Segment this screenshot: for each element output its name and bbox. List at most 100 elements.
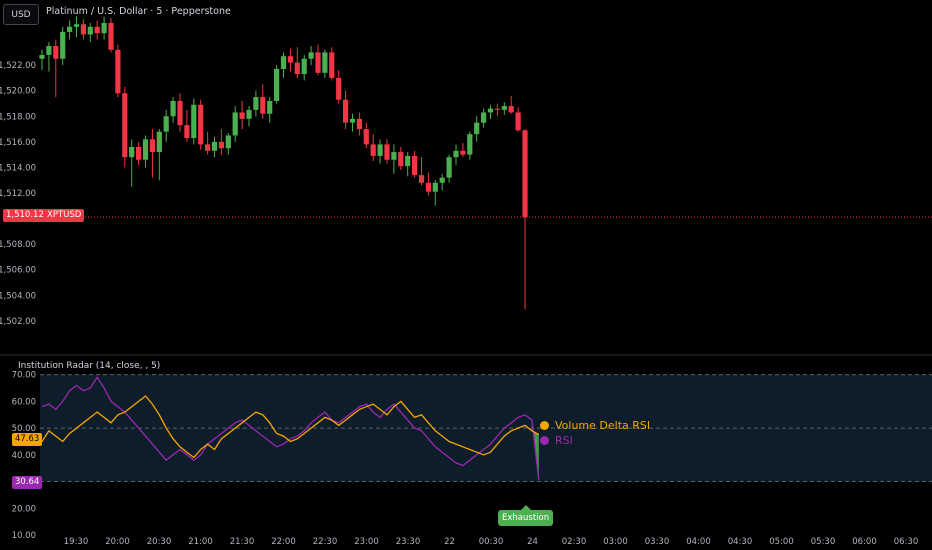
time-tick-label: 20:00 bbox=[105, 537, 130, 547]
candle bbox=[239, 100, 245, 130]
candle-body bbox=[218, 141, 224, 149]
candle bbox=[508, 95, 514, 114]
candle-body bbox=[142, 139, 149, 160]
candle-body bbox=[205, 144, 211, 151]
candle-body bbox=[260, 97, 266, 114]
time-tick-label: 23:30 bbox=[396, 537, 421, 547]
candle-body bbox=[39, 54, 45, 59]
candle bbox=[474, 116, 480, 142]
price-tick-label: 1,516.00 bbox=[0, 138, 36, 148]
candle bbox=[343, 90, 349, 130]
candle-body bbox=[474, 122, 480, 135]
candle bbox=[60, 26, 66, 66]
time-axis[interactable]: 19:30 20:00 20:30 21:00 21:30 22:00 22:30 23:00… bbox=[64, 537, 919, 547]
candle bbox=[101, 16, 107, 40]
indicator-tick-label: 10.00 bbox=[12, 531, 36, 541]
candle bbox=[218, 129, 224, 155]
candle bbox=[39, 49, 45, 71]
candle-body bbox=[329, 52, 335, 78]
candle bbox=[287, 48, 293, 72]
candle-body bbox=[211, 141, 218, 151]
time-tick-label: 06:30 bbox=[894, 537, 919, 547]
candle bbox=[515, 107, 521, 132]
candle bbox=[267, 97, 273, 123]
candle bbox=[149, 129, 155, 178]
candle-body bbox=[80, 24, 86, 35]
candle-body bbox=[356, 118, 362, 130]
candle-body bbox=[439, 177, 445, 183]
candle-body bbox=[349, 118, 356, 123]
legend-dot-icon bbox=[540, 421, 549, 430]
candle bbox=[384, 139, 390, 164]
candle-body bbox=[60, 31, 66, 59]
candle-body bbox=[481, 112, 487, 123]
candle bbox=[129, 139, 135, 187]
candle-body bbox=[122, 93, 128, 158]
candle bbox=[425, 172, 431, 196]
vd-rsi-value-tag: 47.63 bbox=[12, 433, 43, 446]
candle bbox=[53, 39, 59, 98]
time-tick-label: 06:00 bbox=[852, 537, 877, 547]
time-tick-label: 20:30 bbox=[147, 537, 172, 547]
candle bbox=[301, 54, 307, 81]
indicator-pane[interactable]: 70.00 60.00 50.00 40.00 20.00 10.00 bbox=[12, 371, 932, 541]
price-tick-label: 1,518.00 bbox=[0, 112, 36, 122]
candle bbox=[336, 70, 342, 104]
candle bbox=[87, 22, 93, 43]
candle-body bbox=[46, 45, 52, 55]
candle-body bbox=[239, 112, 245, 119]
candle bbox=[405, 152, 411, 177]
indicator-title: Institution Radar (14, close, , 5) bbox=[18, 361, 161, 371]
candle bbox=[191, 98, 197, 145]
candle bbox=[460, 143, 466, 158]
candle bbox=[280, 52, 287, 78]
candle-body bbox=[253, 97, 259, 110]
candle bbox=[184, 109, 190, 142]
candle-body bbox=[73, 24, 80, 27]
candle-body bbox=[267, 100, 273, 114]
candle-body bbox=[246, 109, 252, 119]
candle-body bbox=[363, 129, 369, 145]
candle-body bbox=[515, 112, 521, 131]
candle bbox=[136, 141, 142, 165]
price-pane[interactable]: 1,522.00 1,520.00 1,518.00 1,516.00 1,514.00… bbox=[0, 16, 932, 356]
candle-body bbox=[170, 100, 176, 117]
candle-body bbox=[177, 100, 183, 126]
candle-body bbox=[467, 134, 473, 155]
candle bbox=[198, 99, 204, 150]
time-tick-label: 24 bbox=[527, 537, 538, 547]
candle bbox=[108, 17, 114, 53]
candle bbox=[418, 157, 425, 186]
price-tick-label: 1,520.00 bbox=[0, 87, 36, 97]
candle bbox=[522, 129, 528, 310]
candle-body bbox=[501, 106, 507, 110]
indicator-tick-label: 50.00 bbox=[12, 424, 36, 434]
candle bbox=[446, 154, 452, 183]
candle-body bbox=[287, 56, 293, 63]
candle bbox=[246, 106, 252, 127]
currency-button[interactable]: USD bbox=[3, 4, 39, 25]
candle bbox=[439, 173, 445, 191]
candle-body bbox=[149, 139, 155, 153]
symbol-title: Platinum / U.S. Dollar · 5 · Pepperstone bbox=[46, 6, 231, 17]
legend-rsi: RSI bbox=[540, 434, 573, 447]
candle-body bbox=[432, 182, 438, 192]
candle-body bbox=[53, 45, 59, 59]
legend-label: Volume Delta RSI bbox=[555, 419, 651, 432]
candle-body bbox=[156, 131, 162, 153]
legend-vd-rsi: Volume Delta RSI bbox=[540, 419, 650, 432]
candle-body bbox=[280, 56, 287, 69]
time-tick-label: 23:00 bbox=[354, 537, 379, 547]
candle-body bbox=[315, 52, 321, 73]
time-tick-label: 21:30 bbox=[230, 537, 255, 547]
candle-body bbox=[522, 130, 528, 218]
price-tick-label: 1,508.00 bbox=[0, 240, 36, 250]
indicator-tick-label: 20.00 bbox=[12, 504, 36, 514]
candle bbox=[142, 135, 149, 168]
time-tick-label: 22:00 bbox=[271, 537, 296, 547]
candle bbox=[80, 19, 86, 40]
time-tick-label: 00:30 bbox=[479, 537, 504, 547]
price-tick-label: 1,514.00 bbox=[0, 163, 36, 173]
candle bbox=[67, 20, 73, 40]
candle bbox=[481, 108, 487, 128]
